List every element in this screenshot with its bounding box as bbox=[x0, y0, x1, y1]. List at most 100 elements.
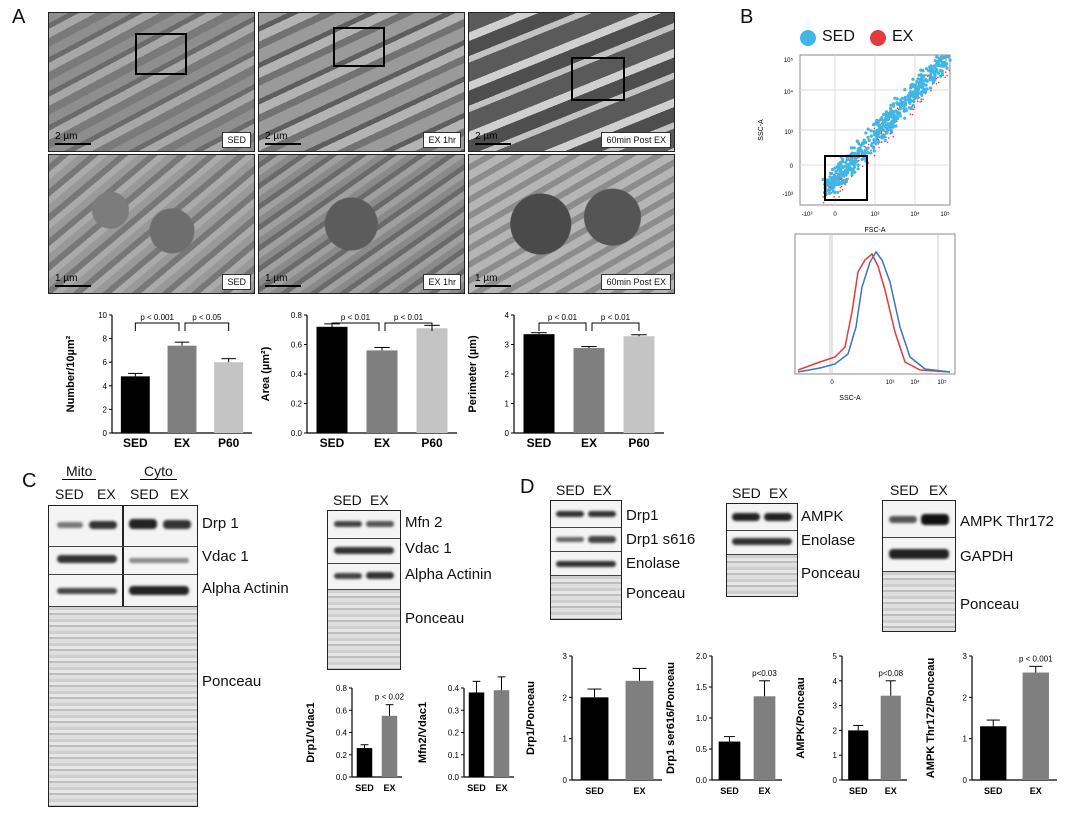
scatter-point bbox=[916, 100, 919, 103]
significance-bracket bbox=[384, 322, 433, 331]
scatter-point bbox=[869, 151, 873, 155]
y-axis-label: Mfn2/Vdac1 bbox=[417, 702, 429, 763]
scatter-point bbox=[833, 195, 835, 198]
x-tick-label: SED bbox=[585, 786, 604, 796]
scatter-point bbox=[911, 113, 914, 116]
scatter-point bbox=[920, 98, 922, 100]
band bbox=[89, 521, 117, 529]
scatter-point bbox=[839, 186, 842, 189]
panel-label-d: D bbox=[520, 476, 535, 498]
scatter-point bbox=[896, 107, 899, 109]
scatter-point bbox=[935, 55, 939, 59]
blot-label: Enolase bbox=[626, 555, 681, 572]
lane-label: SED bbox=[55, 486, 84, 502]
strip-sep bbox=[49, 574, 197, 575]
band bbox=[889, 549, 949, 559]
blot-label: Vdac 1 bbox=[405, 540, 452, 557]
scatter-point bbox=[822, 196, 824, 198]
scatter-point bbox=[866, 135, 870, 139]
scatter-point bbox=[884, 131, 889, 135]
scatter-point bbox=[855, 139, 859, 143]
scatter-point bbox=[892, 135, 895, 138]
x-tick-label: SED bbox=[467, 783, 486, 793]
scatter-point bbox=[838, 196, 840, 198]
band bbox=[334, 521, 362, 527]
scatter-point bbox=[873, 141, 877, 145]
panel-label-c: C bbox=[22, 470, 37, 492]
scatter-point bbox=[836, 178, 840, 182]
scatter-point bbox=[833, 166, 837, 170]
band bbox=[921, 514, 949, 525]
band bbox=[57, 588, 117, 594]
y-tick-label: 0.1 bbox=[448, 751, 460, 760]
bar bbox=[416, 328, 448, 433]
band bbox=[764, 513, 792, 521]
scale-bar: 2 µm bbox=[55, 131, 91, 145]
x-tick-label: SED bbox=[849, 786, 868, 796]
scatter-point bbox=[885, 123, 889, 127]
y-tick-label: 3 bbox=[833, 702, 838, 711]
strip-sep bbox=[49, 546, 197, 547]
scatter-point bbox=[825, 180, 830, 184]
scatter-point bbox=[894, 124, 898, 128]
scatter-point bbox=[924, 67, 929, 71]
scatter-point bbox=[870, 141, 874, 145]
scatter-point bbox=[882, 135, 886, 139]
strip-sep bbox=[727, 554, 797, 555]
scatter-point bbox=[915, 95, 919, 99]
hist-tick: 0 bbox=[830, 380, 834, 386]
scatter-point bbox=[924, 79, 928, 83]
scatter-point bbox=[892, 104, 896, 108]
scatter-point bbox=[898, 106, 903, 110]
blot-label: AMPK Thr172 bbox=[960, 513, 1054, 530]
scatter-point bbox=[903, 95, 907, 99]
scatter-point bbox=[847, 168, 851, 172]
scatter-point bbox=[939, 69, 943, 73]
band bbox=[889, 516, 917, 523]
y-tick-label: 2 bbox=[963, 693, 968, 702]
p-value-label: p < 0.02 bbox=[375, 693, 405, 702]
significance-bracket bbox=[591, 322, 640, 331]
band bbox=[556, 537, 584, 542]
scatter-point bbox=[841, 165, 845, 169]
blot-label: Drp1 s616 bbox=[626, 531, 696, 548]
scatter-point bbox=[892, 102, 896, 106]
bar bbox=[366, 350, 398, 433]
hist-xlabel: SSC-A bbox=[839, 395, 861, 402]
band bbox=[334, 573, 362, 579]
bar bbox=[848, 730, 869, 780]
scatter-point bbox=[941, 56, 945, 60]
blot-label: AMPK bbox=[801, 508, 844, 525]
hist-tick: 10³ bbox=[886, 380, 895, 386]
scatter-point bbox=[866, 127, 870, 131]
em-image-sed-high: 1 µm SED bbox=[48, 154, 255, 294]
scatter-point bbox=[922, 98, 924, 100]
y-tick-label: 0.8 bbox=[336, 684, 348, 693]
x-tick-label: EX bbox=[1030, 786, 1042, 796]
scatter-point bbox=[852, 161, 856, 165]
scale-bar: 1 µm bbox=[475, 273, 511, 287]
blot-label: Ponceau bbox=[960, 596, 1020, 613]
blot-label: Alpha Actinin bbox=[405, 566, 492, 583]
ponceau-stain bbox=[883, 572, 955, 631]
scatter-point bbox=[896, 112, 900, 116]
band bbox=[366, 572, 394, 579]
lane-label: SED bbox=[333, 492, 362, 508]
roi-box bbox=[333, 27, 385, 67]
y-axis-label: Drp1/Vdac1 bbox=[305, 702, 317, 763]
scatter-point bbox=[909, 113, 912, 115]
y-tick-label: 0.5 bbox=[696, 745, 708, 754]
scatter-point bbox=[915, 80, 919, 84]
y-tick-label: 0 bbox=[963, 776, 968, 785]
band bbox=[57, 555, 117, 563]
scatter-point bbox=[825, 188, 829, 192]
scatter-point bbox=[839, 167, 843, 171]
scale-bar: 2 µm bbox=[265, 131, 301, 145]
scatter-point bbox=[886, 141, 889, 144]
x-tick-label: SED bbox=[355, 783, 374, 793]
scatter-point bbox=[898, 114, 902, 118]
scatter-point bbox=[836, 190, 840, 194]
significance-bracket bbox=[134, 322, 180, 331]
scatter-point bbox=[836, 168, 840, 172]
scatter-point bbox=[843, 164, 847, 168]
